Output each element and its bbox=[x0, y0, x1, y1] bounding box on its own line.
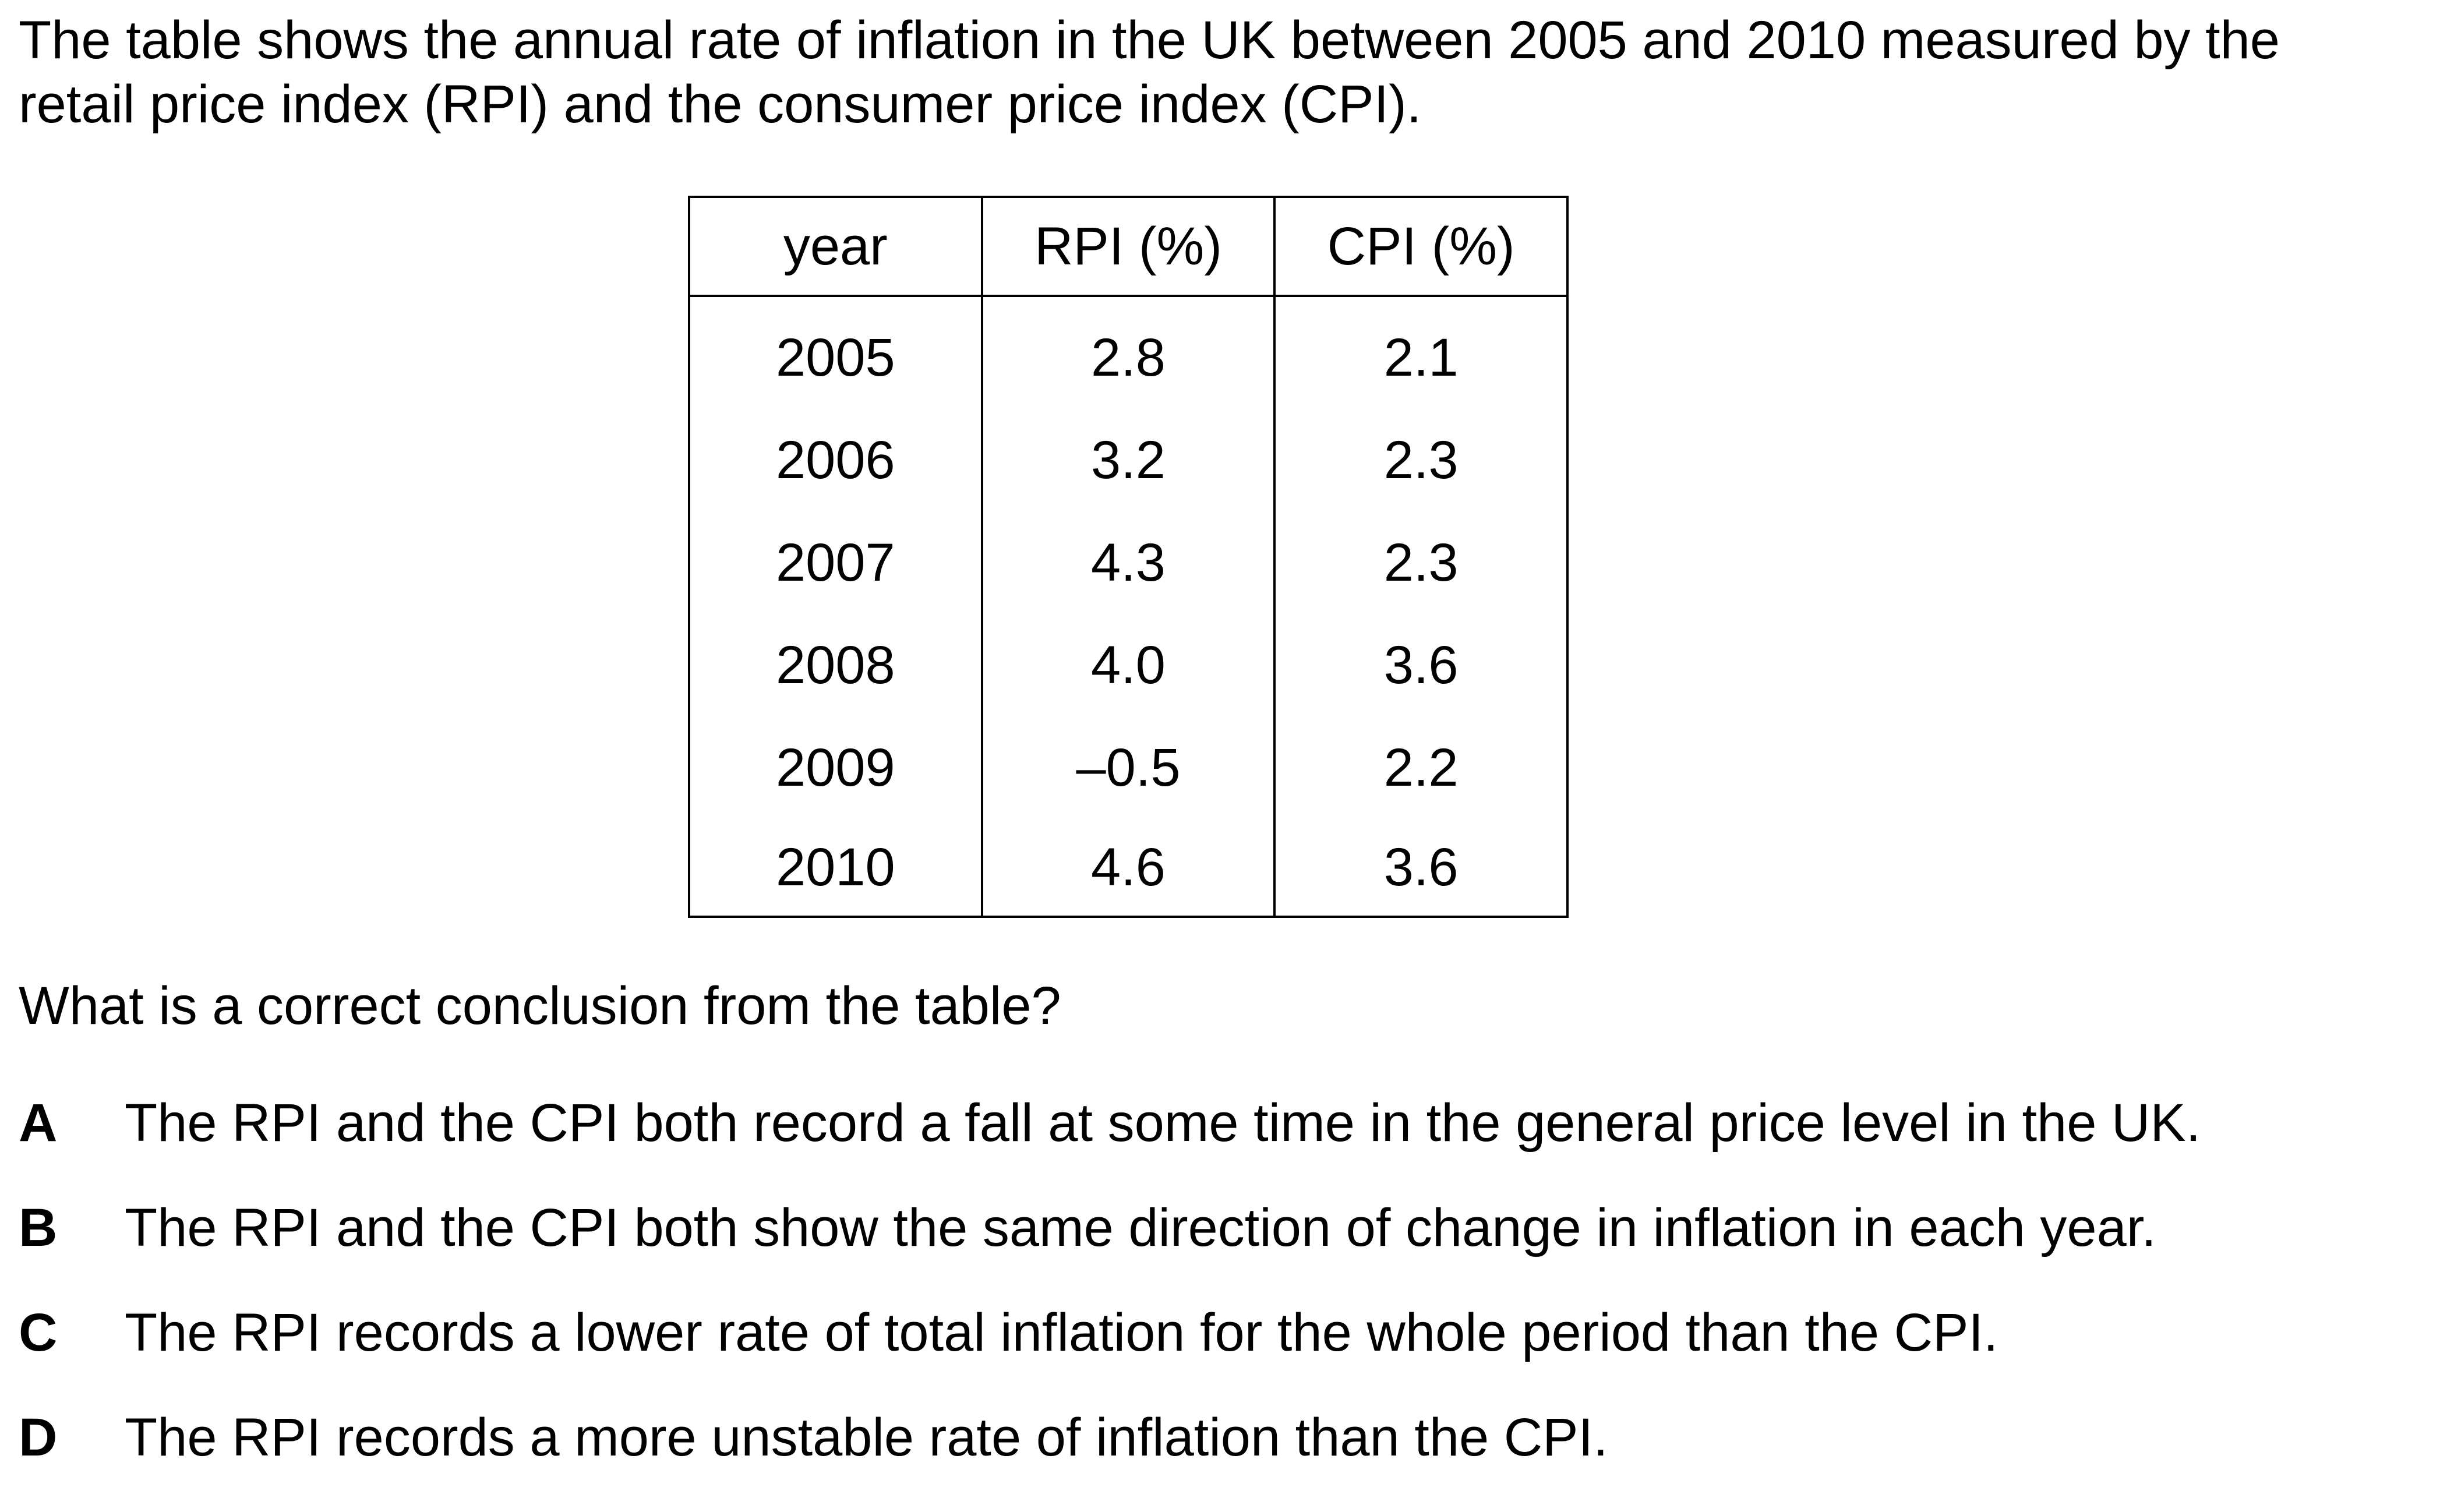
header-year: year bbox=[688, 196, 983, 297]
inflation-table: year RPI (%) CPI (%) 2005 2.8 2.1 2006 3… bbox=[688, 196, 1569, 918]
cell-cpi: 2.2 bbox=[1273, 716, 1569, 819]
question-text: What is a correct conclusion from the ta… bbox=[19, 976, 1061, 1036]
option-b[interactable]: B The RPI and the CPI both show the same… bbox=[19, 1197, 2201, 1302]
cell-year: 2009 bbox=[688, 716, 983, 819]
table-row: 2008 4.0 3.6 bbox=[688, 614, 1569, 716]
option-c[interactable]: C The RPI records a lower rate of total … bbox=[19, 1302, 2201, 1407]
option-text: The RPI and the CPI both show the same d… bbox=[125, 1198, 2156, 1257]
option-letter: C bbox=[19, 1303, 58, 1362]
table-row: 2005 2.8 2.1 bbox=[688, 296, 1569, 409]
header-cpi: CPI (%) bbox=[1273, 196, 1569, 297]
cell-rpi: 4.3 bbox=[980, 511, 1276, 614]
cell-year: 2006 bbox=[688, 409, 983, 511]
cell-cpi: 3.6 bbox=[1273, 819, 1569, 918]
option-a[interactable]: A The RPI and the CPI both record a fall… bbox=[19, 1093, 2201, 1197]
cell-year: 2005 bbox=[688, 296, 983, 409]
cell-year: 2008 bbox=[688, 614, 983, 716]
table-row: 2010 4.6 3.6 bbox=[688, 819, 1569, 918]
option-text: The RPI records a lower rate of total in… bbox=[125, 1303, 1998, 1362]
answer-options: A The RPI and the CPI both record a fall… bbox=[19, 1093, 2201, 1512]
cell-year: 2007 bbox=[688, 511, 983, 614]
cell-rpi: 4.0 bbox=[980, 614, 1276, 716]
table-header-row: year RPI (%) CPI (%) bbox=[688, 196, 1569, 297]
table-row: 2007 4.3 2.3 bbox=[688, 511, 1569, 614]
intro-line-2: retail price index (RPI) and the consume… bbox=[19, 75, 1422, 134]
table-row: 2009 –0.5 2.2 bbox=[688, 716, 1569, 819]
cell-rpi: 3.2 bbox=[980, 409, 1276, 511]
cell-year: 2010 bbox=[688, 819, 983, 918]
option-letter: B bbox=[19, 1198, 58, 1257]
cell-cpi: 2.1 bbox=[1273, 296, 1569, 409]
cell-cpi: 2.3 bbox=[1273, 409, 1569, 511]
option-text: The RPI records a more unstable rate of … bbox=[125, 1408, 1608, 1467]
header-rpi: RPI (%) bbox=[980, 196, 1276, 297]
intro-line-1: The table shows the annual rate of infla… bbox=[19, 10, 2280, 70]
cell-cpi: 3.6 bbox=[1273, 614, 1569, 716]
cell-rpi: 2.8 bbox=[980, 296, 1276, 409]
cell-rpi: 4.6 bbox=[980, 819, 1276, 918]
option-d[interactable]: D The RPI records a more unstable rate o… bbox=[19, 1407, 2201, 1512]
cell-cpi: 2.3 bbox=[1273, 511, 1569, 614]
intro-text: The table shows the annual rate of infla… bbox=[19, 8, 2407, 136]
option-text: The RPI and the CPI both record a fall a… bbox=[125, 1093, 2201, 1153]
cell-rpi: –0.5 bbox=[980, 716, 1276, 819]
table-row: 2006 3.2 2.3 bbox=[688, 409, 1569, 511]
option-letter: D bbox=[19, 1408, 58, 1467]
option-letter: A bbox=[19, 1093, 58, 1153]
